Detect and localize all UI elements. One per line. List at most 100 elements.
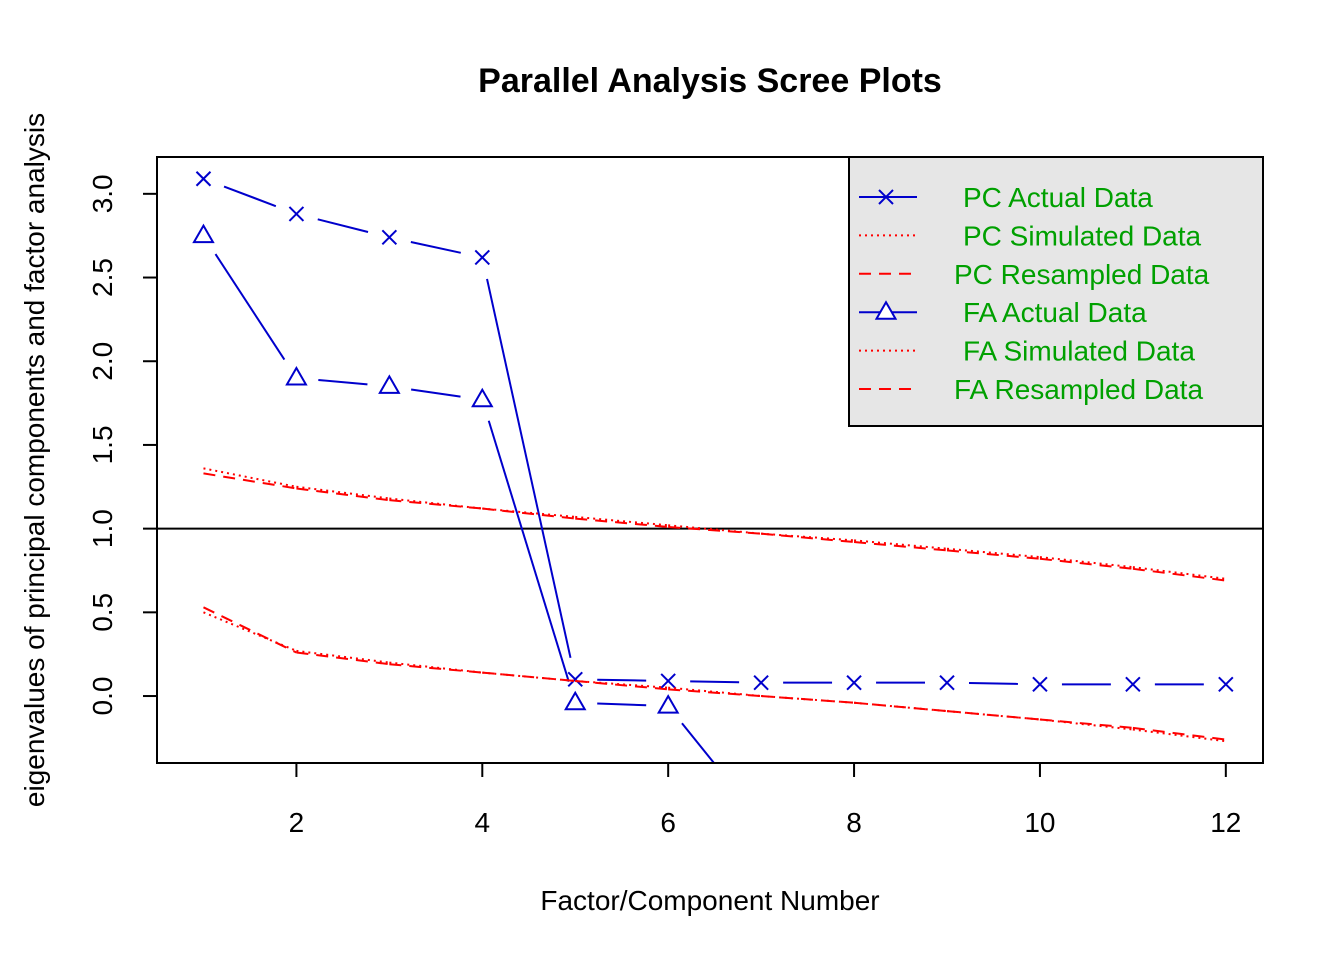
y-tick-label: 1.0 (87, 509, 118, 548)
series-segment (668, 688, 762, 698)
series-layer (157, 171, 1263, 763)
series-segment (203, 606, 297, 654)
data-point (846, 674, 862, 691)
legend-item: PC Resampled Data (859, 259, 1210, 290)
data-point (471, 387, 494, 408)
legend-label: FA Resampled Data (954, 374, 1203, 405)
x-axis-label: Factor/Component Number (540, 885, 879, 916)
series-segment (946, 549, 1041, 560)
series-segment (690, 680, 740, 684)
series-1 (195, 171, 1234, 693)
data-point (656, 694, 680, 714)
data-point (381, 229, 398, 246)
y-tick-label: 2.0 (87, 342, 118, 381)
series-segment (575, 517, 669, 528)
series-6 (203, 606, 1226, 741)
legend-item: FA Actual Data (859, 297, 1147, 328)
series-segment (410, 241, 462, 254)
series-segment (296, 649, 390, 664)
y-tick-label: 3.0 (87, 174, 118, 213)
x-tick-label: 2 (289, 807, 305, 838)
legend-item: PC Simulated Data (859, 220, 1202, 251)
legend-label: PC Actual Data (963, 182, 1153, 213)
y-tick-label: 0.0 (87, 677, 118, 716)
series-segment (389, 663, 483, 674)
series-segment (482, 507, 576, 520)
legend-marker (878, 189, 894, 205)
legend-box (848, 156, 1264, 427)
series-segment (203, 467, 297, 488)
data-point (939, 674, 955, 691)
data-point (195, 171, 212, 187)
series-segment (296, 651, 390, 666)
data-point (288, 206, 305, 222)
series-segment (296, 485, 390, 500)
series-segment (482, 671, 576, 682)
legend-marker (874, 300, 898, 320)
series-segment (223, 185, 277, 208)
data-point (1125, 676, 1141, 693)
legend-label: PC Simulated Data (963, 220, 1202, 251)
data-point (285, 365, 308, 386)
series-segment (1132, 726, 1226, 741)
legend: PC Actual Data PC Simulated Data PC Resamp… (848, 156, 1264, 427)
series-segment (1132, 566, 1226, 580)
series-segment (946, 710, 1041, 721)
x-tick-label: 6 (660, 807, 676, 838)
data-point (378, 374, 401, 394)
series-segment (389, 499, 483, 510)
series-segment (853, 701, 948, 713)
data-point (192, 223, 215, 244)
legend-label: FA Actual Data (963, 297, 1147, 328)
x-tick-label: 12 (1210, 807, 1241, 838)
series-segment (318, 378, 368, 386)
data-point (474, 249, 491, 266)
x-tick-label: 8 (846, 807, 862, 838)
series-5 (203, 611, 1226, 743)
axes-layer: 2 4 6 8 10 12 0.0 0.5 1.0 1.5 2.0 2.5 3.0 (87, 156, 1264, 838)
series-4 (192, 223, 716, 763)
series-segment (761, 695, 855, 704)
data-point (1218, 676, 1234, 693)
series-segment (1039, 718, 1133, 729)
series-segment (575, 679, 669, 691)
series-segment (203, 472, 297, 490)
series-segment (1132, 728, 1226, 743)
series-segment (296, 487, 390, 502)
series-segment (317, 218, 369, 233)
y-tick-label: 1.5 (87, 425, 118, 464)
y-tick-label: 2.5 (87, 258, 118, 297)
legend-label: PC Resampled Data (954, 259, 1210, 290)
series-segment (968, 682, 1018, 685)
plot-frame (156, 156, 1264, 764)
legend-item: FA Simulated Data (859, 336, 1195, 367)
legend-item: FA Resampled Data (859, 374, 1203, 405)
x-tick-label: 10 (1024, 807, 1055, 838)
series-3 (203, 472, 1226, 582)
data-point (564, 690, 587, 711)
series-segment (761, 532, 855, 544)
series-segment (853, 541, 948, 552)
legend-label: FA Simulated Data (963, 336, 1195, 367)
y-tick-label: 0.5 (87, 593, 118, 632)
data-point (567, 671, 583, 688)
series-2 (203, 467, 1226, 580)
series-segment (214, 253, 286, 361)
series-segment (597, 678, 647, 682)
chart-title: Parallel Analysis Scree Plots (478, 62, 942, 100)
y-axis-label: eigenvalues of principal components and … (19, 113, 50, 807)
series-segment (668, 525, 762, 535)
series-segment (1132, 567, 1226, 582)
x-tick-label: 4 (475, 807, 491, 838)
data-point (660, 673, 676, 689)
data-point (753, 674, 769, 691)
series-segment (410, 388, 461, 398)
legend-item: PC Actual Data (859, 182, 1153, 213)
series-segment (681, 722, 716, 763)
series-segment (597, 702, 647, 707)
series-segment (486, 278, 572, 659)
data-point (1032, 676, 1048, 693)
series-segment (1039, 557, 1133, 570)
series-segment (487, 420, 570, 682)
